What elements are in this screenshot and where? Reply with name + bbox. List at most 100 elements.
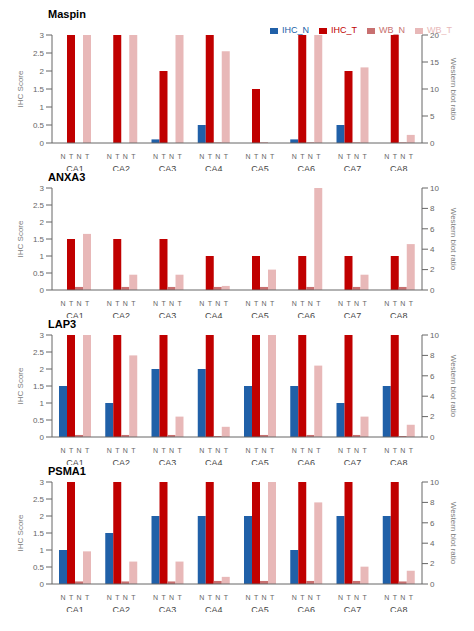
svg-text:CA1: CA1: [66, 458, 84, 465]
svg-text:T: T: [224, 447, 229, 454]
svg-text:T: T: [393, 594, 398, 601]
svg-text:T: T: [161, 447, 166, 454]
svg-text:T: T: [85, 594, 90, 601]
svg-text:N: N: [246, 594, 251, 601]
svg-text:2: 2: [430, 265, 435, 274]
svg-text:N: N: [61, 153, 66, 160]
svg-text:T: T: [254, 594, 259, 601]
svg-text:N: N: [246, 447, 251, 454]
svg-text:T: T: [208, 153, 213, 160]
svg-text:T: T: [316, 300, 321, 307]
svg-text:CA2: CA2: [113, 164, 131, 171]
svg-text:T: T: [115, 300, 120, 307]
svg-text:T: T: [346, 300, 351, 307]
svg-text:N: N: [123, 300, 128, 307]
svg-text:CA6: CA6: [298, 605, 316, 612]
svg-text:N: N: [400, 447, 405, 454]
svg-text:2.5: 2.5: [33, 348, 45, 357]
svg-text:T: T: [270, 447, 275, 454]
svg-text:8: 8: [430, 204, 435, 213]
svg-text:N: N: [199, 300, 204, 307]
svg-text:10: 10: [430, 478, 439, 487]
svg-text:CA1: CA1: [66, 311, 84, 318]
svg-text:CA8: CA8: [390, 311, 408, 318]
svg-text:Western blot ratio: Western blot ratio: [449, 502, 458, 565]
svg-text:N: N: [61, 447, 66, 454]
svg-text:T: T: [300, 447, 305, 454]
svg-text:T: T: [270, 300, 275, 307]
svg-text:CA8: CA8: [390, 605, 408, 612]
svg-text:N: N: [153, 594, 158, 601]
svg-text:2: 2: [40, 512, 45, 521]
svg-text:N: N: [308, 447, 313, 454]
svg-text:Western blot ratio: Western blot ratio: [449, 355, 458, 418]
svg-text:N: N: [123, 447, 128, 454]
svg-text:N: N: [354, 153, 359, 160]
svg-text:N: N: [61, 300, 66, 307]
svg-text:CA3: CA3: [159, 311, 177, 318]
svg-text:3: 3: [40, 331, 45, 340]
svg-text:T: T: [300, 153, 305, 160]
svg-text:N: N: [246, 153, 251, 160]
svg-text:Western blot ratio: Western blot ratio: [449, 208, 458, 271]
svg-text:T: T: [69, 153, 74, 160]
svg-text:N: N: [400, 300, 405, 307]
svg-text:T: T: [177, 153, 182, 160]
svg-text:0.5: 0.5: [33, 121, 45, 130]
svg-text:IHC Score: IHC Score: [16, 514, 25, 551]
svg-text:N: N: [262, 153, 267, 160]
svg-text:4: 4: [430, 539, 435, 548]
svg-text:N: N: [107, 300, 112, 307]
svg-text:N: N: [308, 153, 313, 160]
svg-text:1: 1: [40, 399, 45, 408]
svg-text:10: 10: [430, 331, 439, 340]
svg-text:1.5: 1.5: [33, 235, 45, 244]
svg-text:N: N: [123, 594, 128, 601]
svg-text:T: T: [362, 594, 367, 601]
svg-text:CA1: CA1: [66, 164, 84, 171]
svg-text:T: T: [85, 153, 90, 160]
svg-text:10: 10: [430, 85, 439, 94]
svg-text:T: T: [316, 153, 321, 160]
svg-text:N: N: [338, 300, 343, 307]
svg-text:CA6: CA6: [298, 458, 316, 465]
svg-text:T: T: [409, 594, 414, 601]
svg-text:6: 6: [430, 519, 435, 528]
svg-text:0.5: 0.5: [33, 269, 45, 278]
svg-text:N: N: [123, 153, 128, 160]
svg-text:0: 0: [430, 139, 435, 148]
svg-text:15: 15: [430, 58, 439, 67]
svg-text:T: T: [224, 153, 229, 160]
svg-text:N: N: [384, 447, 389, 454]
svg-text:CA4: CA4: [205, 164, 223, 171]
svg-text:1.5: 1.5: [33, 85, 45, 94]
svg-text:N: N: [107, 153, 112, 160]
svg-text:N: N: [338, 594, 343, 601]
svg-text:N: N: [354, 300, 359, 307]
svg-text:0: 0: [40, 433, 45, 442]
svg-text:N: N: [354, 447, 359, 454]
svg-text:T: T: [85, 300, 90, 307]
svg-text:2: 2: [430, 412, 435, 421]
svg-text:0: 0: [430, 433, 435, 442]
svg-text:N: N: [77, 300, 82, 307]
svg-text:T: T: [409, 300, 414, 307]
svg-text:0: 0: [430, 286, 435, 295]
svg-text:T: T: [270, 594, 275, 601]
svg-text:3: 3: [40, 31, 45, 40]
svg-text:CA4: CA4: [205, 605, 223, 612]
svg-text:2: 2: [40, 218, 45, 227]
svg-text:CA7: CA7: [344, 164, 362, 171]
svg-text:N: N: [107, 447, 112, 454]
svg-text:N: N: [215, 594, 220, 601]
svg-text:T: T: [131, 447, 136, 454]
svg-text:T: T: [224, 594, 229, 601]
svg-text:N: N: [169, 153, 174, 160]
svg-text:CA2: CA2: [113, 311, 131, 318]
svg-text:N: N: [262, 447, 267, 454]
svg-text:T: T: [208, 447, 213, 454]
svg-text:T: T: [409, 447, 414, 454]
svg-text:T: T: [393, 447, 398, 454]
svg-text:IHC Score: IHC Score: [16, 70, 25, 107]
svg-text:T: T: [85, 447, 90, 454]
